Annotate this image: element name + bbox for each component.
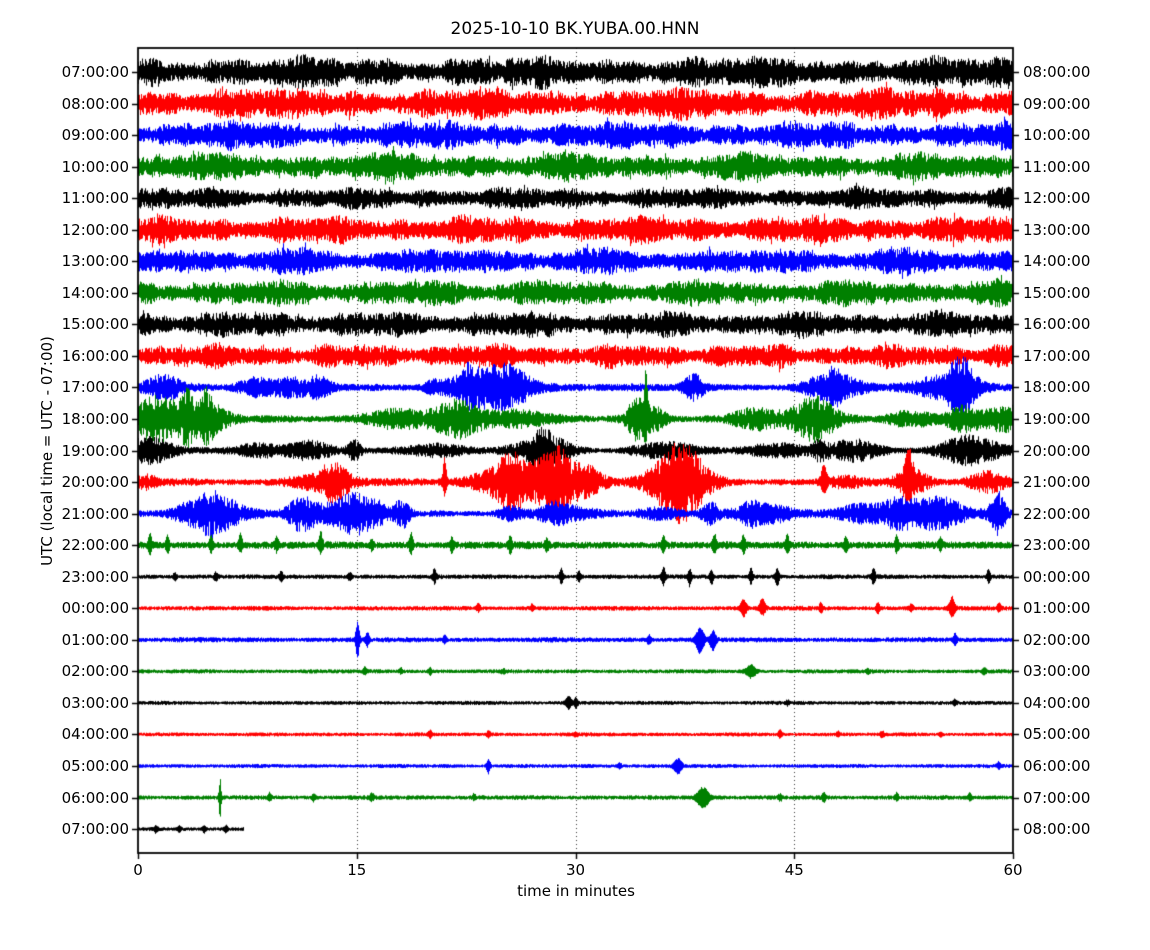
- y-tick-label-right: 02:00:00: [1023, 630, 1091, 649]
- y-tick-label-left: 15:00:00: [61, 315, 129, 334]
- y-tick-label-right: 04:00:00: [1023, 693, 1091, 712]
- y-tick-label-right: 19:00:00: [1023, 410, 1091, 428]
- y-tick-label-right: 06:00:00: [1023, 757, 1091, 775]
- y-tick-label-right: 05:00:00: [1023, 725, 1091, 744]
- y-tick-label-left: 23:00:00: [61, 567, 129, 586]
- y-tick-label-left: 12:00:00: [61, 220, 129, 239]
- y-tick-label-left: 00:00:00: [61, 599, 129, 618]
- y-tick-label-right: 12:00:00: [1023, 189, 1091, 208]
- y-tick-label-left: 09:00:00: [61, 126, 129, 145]
- y-tick-label-right: 08:00:00: [1023, 63, 1091, 81]
- y-tick-label-right: 11:00:00: [1023, 157, 1091, 176]
- y-tick-label-left: 11:00:00: [61, 189, 129, 208]
- x-tick-label: 30: [565, 861, 586, 879]
- x-axis-label: time in minutes: [517, 882, 635, 900]
- y-tick-label-left: 10:00:00: [61, 157, 129, 176]
- y-tick-label-right: 03:00:00: [1023, 662, 1091, 681]
- y-tick-label-right: 21:00:00: [1023, 473, 1091, 492]
- y-tick-label-right: 22:00:00: [1023, 504, 1091, 523]
- y-tick-label-right: 14:00:00: [1023, 252, 1091, 271]
- y-tick-label-left: 20:00:00: [61, 473, 129, 492]
- y-tick-label-right: 08:00:00: [1023, 820, 1091, 839]
- y-tick-label-right: 23:00:00: [1023, 536, 1091, 555]
- y-tick-label-left: 16:00:00: [61, 346, 129, 365]
- y-tick-label-left: 03:00:00: [61, 693, 129, 712]
- y-tick-label-right: 10:00:00: [1023, 126, 1091, 145]
- x-tick-label: 0: [133, 861, 143, 879]
- y-tick-label-left: 19:00:00: [61, 441, 129, 460]
- y-tick-label-left: 05:00:00: [61, 757, 129, 775]
- y-tick-label-left: 08:00:00: [61, 94, 129, 113]
- x-tick-label: 60: [1003, 861, 1023, 879]
- y-tick-label-left: 13:00:00: [61, 252, 129, 271]
- y-tick-label-left: 17:00:00: [61, 378, 129, 397]
- y-tick-label-left: 06:00:00: [61, 788, 129, 807]
- y-tick-label-left: 21:00:00: [61, 504, 129, 523]
- y-tick-label-right: 16:00:00: [1023, 315, 1091, 334]
- y-tick-label-left: 07:00:00: [61, 820, 129, 839]
- y-tick-label-right: 01:00:00: [1023, 599, 1091, 618]
- y-tick-label-left: 02:00:00: [61, 662, 129, 681]
- y-tick-label-right: 00:00:00: [1023, 567, 1091, 586]
- y-tick-label-left: 01:00:00: [61, 630, 129, 649]
- plot-title: 2025-10-10 BK.YUBA.00.HNN: [450, 19, 700, 39]
- x-tick-label: 45: [784, 861, 804, 879]
- x-tick-label: 15: [347, 861, 367, 879]
- y-tick-label-right: 20:00:00: [1023, 441, 1091, 460]
- y-tick-label-right: 18:00:00: [1023, 378, 1091, 397]
- y-tick-label-right: 13:00:00: [1023, 220, 1091, 239]
- y-tick-label-right: 07:00:00: [1023, 788, 1091, 807]
- y-tick-label-left: 07:00:00: [61, 63, 129, 81]
- y-tick-label-left: 14:00:00: [61, 283, 129, 302]
- y-tick-label-right: 15:00:00: [1023, 283, 1091, 302]
- y-tick-label-left: 18:00:00: [61, 410, 129, 428]
- y-tick-label-right: 17:00:00: [1023, 346, 1091, 365]
- y-tick-label-left: 04:00:00: [61, 725, 129, 744]
- y-tick-label-right: 09:00:00: [1023, 94, 1091, 113]
- y-tick-label-left: 22:00:00: [61, 536, 129, 555]
